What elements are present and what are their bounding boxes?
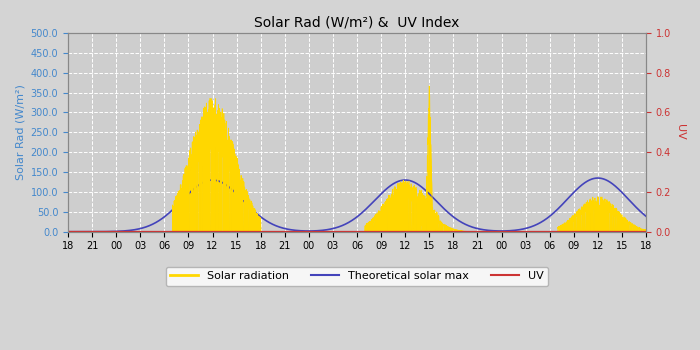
Legend: Solar radiation, Theoretical solar max, UV: Solar radiation, Theoretical solar max, … — [166, 267, 548, 286]
Title: Solar Rad (W/m²) &  UV Index: Solar Rad (W/m²) & UV Index — [254, 15, 460, 29]
Y-axis label: UV: UV — [675, 125, 685, 140]
Y-axis label: Solar Rad (W/m²): Solar Rad (W/m²) — [15, 84, 25, 180]
